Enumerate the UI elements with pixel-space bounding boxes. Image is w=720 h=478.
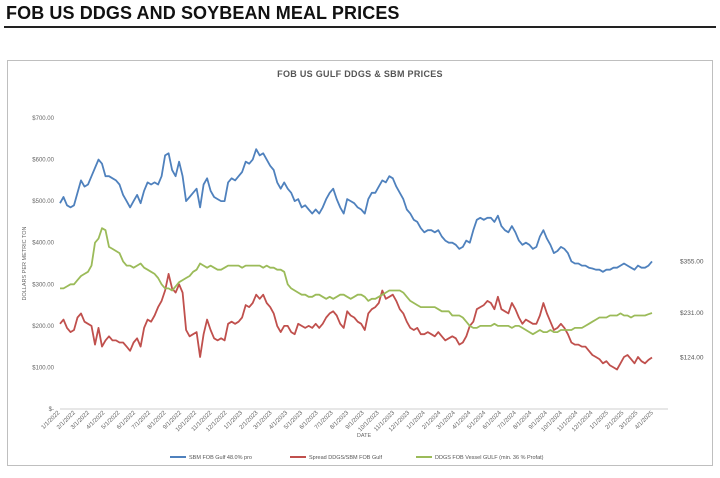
y-tick-label: $200.00 [32,324,54,330]
end-value-label-1: $124.00 [680,354,704,361]
series-line-0 [59,148,653,273]
series-lines [59,148,653,371]
y-tick-label: $700.00 [32,116,54,122]
series-line-2 [60,227,653,336]
page-title: FOB US DDGS AND SOYBEAN MEAL PRICES [6,3,400,23]
y-tick-label: $500.00 [32,199,54,205]
y-axis-label: DOLLARS PER METRIC TON [22,226,28,300]
y-tick-label: $400.00 [32,241,54,247]
y-tick-label: $300.00 [32,282,54,288]
y-tick-label: $- [49,407,54,413]
series-line-1 [59,273,653,371]
x-axis-ticks: 1/1/20222/1/20223/1/20224/1/20225/1/2022… [41,410,656,434]
title-rule [4,26,716,28]
legend-label-0: SBM FOB Gulf 48.0% pro [189,455,252,461]
end-labels: $355.00 $124.00 $231.00 [680,258,704,361]
legend-label-1: Spread DDGS/SBM FOB Gulf [309,455,383,461]
end-value-label-0: $355.00 [680,258,704,265]
x-axis-label: DATE [357,433,372,439]
end-value-label-2: $231.00 [680,310,704,317]
legend-label-2: DDGS FOB Vessel GULF (min. 36 % Profat) [435,455,544,461]
y-tick-label: $100.00 [32,365,54,371]
y-axis-ticks: $- $100.00 $200.00 $300.00 $400.00 $500.00 $60… [32,116,54,413]
legend: SBM FOB Gulf 48.0% pro Spread DDGS/SBM FO… [170,455,544,461]
chart-title: FOB US GULF DDGS & SBM PRICES [277,69,443,79]
y-tick-label: $600.00 [32,158,54,164]
